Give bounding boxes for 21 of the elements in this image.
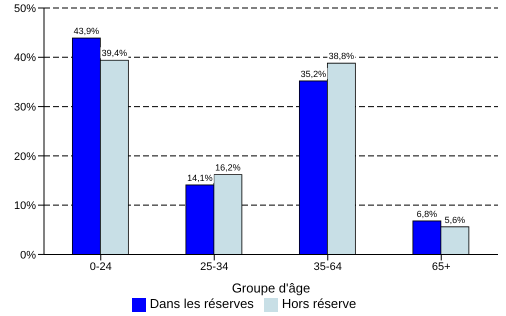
data-label: 16,2%: [215, 162, 241, 173]
y-tick-label: 20%: [14, 150, 36, 163]
x-tick-label: 0-24: [90, 261, 112, 274]
legend-label: Hors réserve: [282, 296, 356, 312]
x-tick-label: 35-64: [314, 261, 342, 274]
data-label: 6,8%: [416, 208, 438, 219]
data-label: 39,4%: [102, 48, 128, 58]
data-label: 43,9%: [74, 26, 100, 36]
data-label: 35,2%: [300, 68, 326, 79]
data-label: 5,6%: [444, 214, 466, 225]
legend-label: Dans les réserves: [150, 296, 254, 312]
y-tick-label: 10%: [14, 200, 36, 212]
y-tick-label: 50%: [14, 2, 36, 15]
data-label: 14,1%: [187, 172, 213, 183]
x-tick-label: 65+: [432, 261, 451, 274]
x-axis-title: Groupe d'âge: [232, 280, 310, 296]
y-tick-label: 0%: [20, 249, 36, 262]
x-tick-label: 25-34: [200, 261, 228, 274]
y-tick-label: 30%: [14, 101, 36, 114]
y-tick-label: 40%: [14, 52, 36, 64]
data-label: 38,8%: [328, 51, 354, 62]
